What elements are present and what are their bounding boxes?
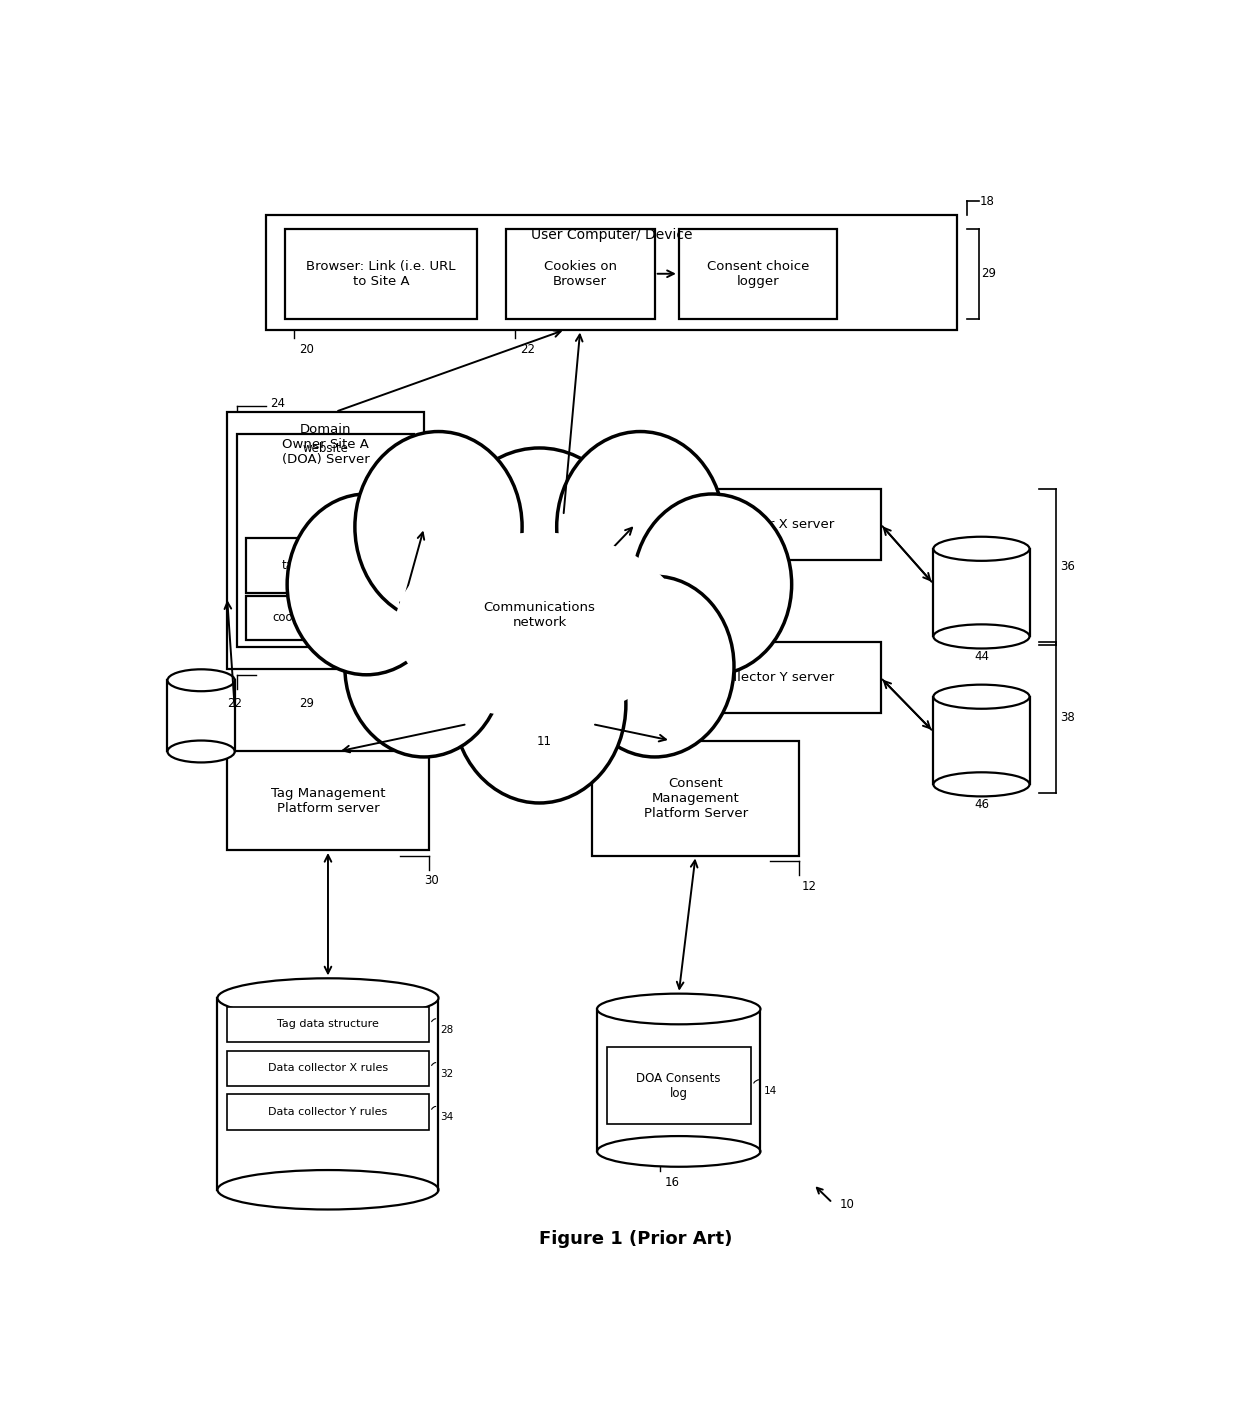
Text: Data collector Y rules: Data collector Y rules: [268, 1107, 388, 1117]
Text: User Computer/ Device: User Computer/ Device: [531, 228, 692, 242]
Circle shape: [441, 448, 637, 672]
FancyBboxPatch shape: [227, 1050, 429, 1086]
Text: Tag data structure: Tag data structure: [277, 1019, 379, 1029]
Text: 34: 34: [440, 1113, 454, 1123]
Ellipse shape: [167, 669, 234, 692]
FancyBboxPatch shape: [934, 549, 1029, 636]
FancyBboxPatch shape: [247, 538, 342, 592]
Ellipse shape: [217, 1170, 439, 1210]
Text: Browser: Link (i.e. URL
to Site A: Browser: Link (i.e. URL to Site A: [306, 260, 455, 287]
Text: cookies: cookies: [273, 612, 316, 625]
FancyBboxPatch shape: [934, 697, 1029, 784]
Text: 10: 10: [839, 1198, 854, 1211]
Text: 20: 20: [299, 343, 314, 356]
Circle shape: [345, 576, 503, 757]
Text: 11: 11: [537, 736, 552, 748]
Circle shape: [575, 576, 734, 757]
FancyBboxPatch shape: [247, 596, 342, 640]
FancyBboxPatch shape: [227, 411, 424, 669]
Text: 36: 36: [1060, 561, 1075, 573]
FancyBboxPatch shape: [678, 229, 837, 319]
Ellipse shape: [934, 625, 1029, 649]
Text: Consent
Management
Platform Server: Consent Management Platform Server: [644, 777, 748, 820]
Text: 44: 44: [973, 649, 990, 663]
Text: 24: 24: [270, 397, 285, 410]
Text: Tag Management
Platform server: Tag Management Platform server: [270, 787, 386, 815]
FancyBboxPatch shape: [227, 1007, 429, 1042]
Text: 40: 40: [650, 583, 665, 596]
Text: 12: 12: [802, 879, 817, 892]
Text: tags: tags: [281, 559, 308, 572]
Circle shape: [453, 606, 626, 803]
Text: 22: 22: [227, 697, 242, 710]
Text: Communications
network: Communications network: [484, 601, 595, 629]
Ellipse shape: [167, 740, 234, 763]
Text: Data collector Y server: Data collector Y server: [682, 672, 835, 684]
FancyBboxPatch shape: [506, 229, 655, 319]
Text: 18: 18: [980, 195, 994, 208]
FancyBboxPatch shape: [596, 1009, 760, 1151]
Text: 42: 42: [650, 737, 665, 750]
Circle shape: [634, 494, 791, 675]
FancyBboxPatch shape: [606, 1047, 751, 1124]
Text: 29: 29: [299, 697, 314, 710]
Circle shape: [557, 431, 724, 622]
FancyBboxPatch shape: [217, 998, 439, 1190]
Ellipse shape: [934, 773, 1029, 797]
FancyBboxPatch shape: [237, 434, 414, 647]
Text: 28: 28: [388, 569, 403, 582]
FancyBboxPatch shape: [227, 1094, 429, 1130]
Text: 28: 28: [440, 1025, 454, 1035]
FancyBboxPatch shape: [285, 229, 477, 319]
Text: Data collector X rules: Data collector X rules: [268, 1063, 388, 1073]
Text: 30: 30: [424, 874, 439, 887]
Text: website: website: [303, 443, 348, 455]
Text: Figure 1 (Prior Art): Figure 1 (Prior Art): [539, 1229, 732, 1248]
Text: 16: 16: [665, 1175, 680, 1188]
Ellipse shape: [934, 684, 1029, 709]
Circle shape: [355, 431, 522, 622]
FancyBboxPatch shape: [635, 488, 880, 559]
Text: Consent choice
logger: Consent choice logger: [707, 260, 810, 287]
Ellipse shape: [596, 1136, 760, 1167]
Text: Data collector X server: Data collector X server: [682, 518, 835, 531]
Text: DOA Consents
log: DOA Consents log: [636, 1072, 720, 1100]
Ellipse shape: [934, 536, 1029, 561]
Text: 14: 14: [764, 1086, 777, 1096]
Text: 29: 29: [982, 268, 997, 280]
FancyBboxPatch shape: [227, 751, 429, 850]
Ellipse shape: [596, 993, 760, 1025]
Text: 32: 32: [440, 1069, 454, 1079]
FancyBboxPatch shape: [635, 642, 880, 713]
Ellipse shape: [396, 532, 683, 719]
Ellipse shape: [217, 978, 439, 1017]
Text: 38: 38: [1060, 712, 1075, 724]
FancyBboxPatch shape: [167, 680, 234, 751]
Circle shape: [288, 494, 445, 675]
Text: 22: 22: [521, 343, 536, 356]
FancyBboxPatch shape: [265, 215, 957, 330]
Text: Cookies on
Browser: Cookies on Browser: [544, 260, 616, 287]
Text: 46: 46: [973, 797, 990, 811]
Text: Domain
Owner Site A
(DOA) Server: Domain Owner Site A (DOA) Server: [281, 423, 370, 465]
FancyBboxPatch shape: [593, 740, 799, 855]
